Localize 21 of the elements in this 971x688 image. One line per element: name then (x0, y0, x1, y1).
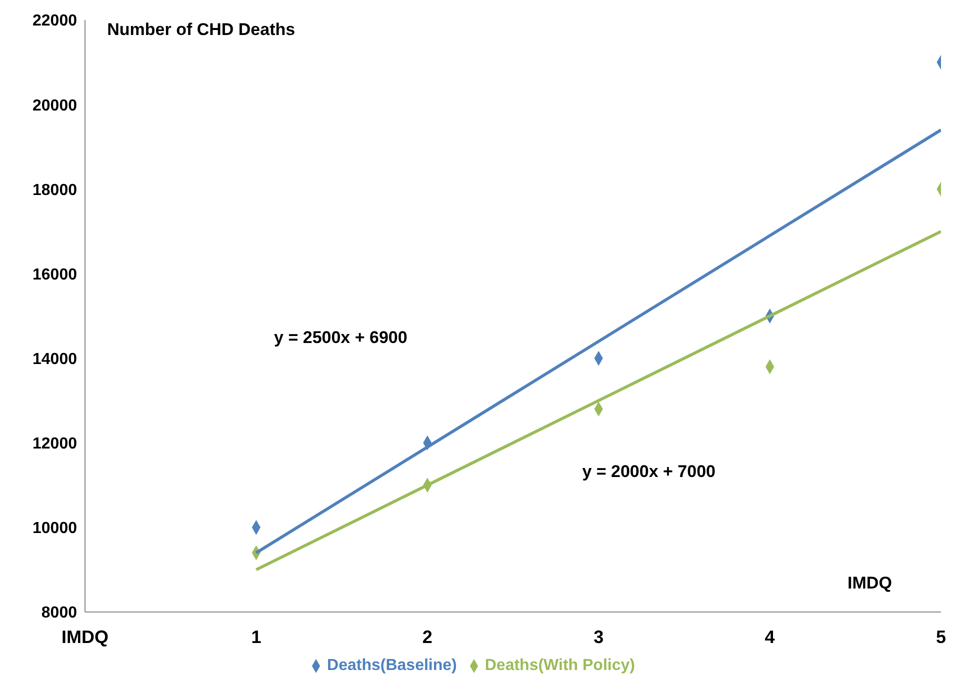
legend-label: Deaths(Baseline) (327, 657, 457, 674)
y-axis-title: Number of CHD Deaths (107, 20, 296, 39)
y-tick-label: 20000 (32, 97, 78, 114)
y-tick-label: 8000 (41, 604, 78, 622)
x-tick-label: 4 (764, 626, 775, 647)
y-tick-label: 10000 (32, 520, 78, 538)
x-tick-label: 2 (422, 626, 432, 647)
x-tick-label: IMDQ (62, 626, 108, 647)
annotation: y = 2000x + 7000 (582, 462, 716, 482)
x-tick-label: 5 (936, 626, 946, 647)
line-series (254, 230, 941, 572)
y-tick-label: 12000 (32, 436, 78, 453)
y-tick-label: 14000 (32, 350, 78, 368)
x-tick-label: 3 (594, 626, 604, 647)
legend-label: Deaths(With Policy) (484, 657, 635, 674)
y-tick-label: 22000 (32, 12, 78, 30)
y-tick-label: 18000 (32, 182, 78, 199)
annotation: y = 2500x + 6900 (274, 328, 408, 347)
x-axis-title: IMDQ (848, 573, 892, 592)
y-tick-label: 16000 (32, 266, 78, 284)
x-tick-label: 1 (251, 626, 262, 647)
